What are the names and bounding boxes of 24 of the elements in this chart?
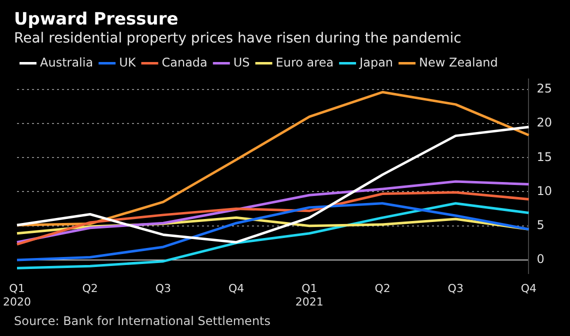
y-tick-label: 15 <box>536 150 552 164</box>
y-tick-label: 10 <box>536 184 552 198</box>
chart-title: Upward Pressure <box>14 10 178 30</box>
x-tick-label: Q2 <box>82 282 98 296</box>
legend-label: Japan <box>358 55 394 70</box>
y-tick-label: 5 <box>536 218 544 232</box>
source-note: Source: Bank for International Settlements <box>14 314 271 328</box>
legend-label: Canada <box>162 55 208 70</box>
x-tick-label: Q2 <box>374 282 390 296</box>
chart-subtitle: Real residential property prices have risen during the pandemic <box>14 30 462 46</box>
y-tick-label: 25 <box>536 82 552 96</box>
x-tick-label: Q1 2020 <box>2 282 31 308</box>
x-tick-label: Q3 <box>448 282 464 296</box>
x-tick-label: Q1 2021 <box>295 282 324 308</box>
legend-label: New Zealand <box>419 55 498 70</box>
x-tick-label: Q4 <box>228 282 244 296</box>
legend-label: UK <box>119 55 137 70</box>
legend-label: Australia <box>40 55 94 70</box>
legend-label: Euro area <box>276 55 334 70</box>
x-tick-label: Q4 <box>520 282 537 296</box>
legend-label: US <box>233 55 250 70</box>
y-tick-label: 0 <box>536 252 544 266</box>
y-tick-label: 20 <box>536 116 552 130</box>
x-tick-label: Q3 <box>155 282 172 296</box>
